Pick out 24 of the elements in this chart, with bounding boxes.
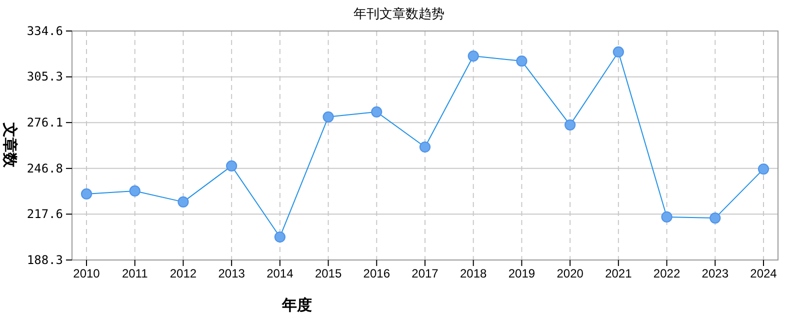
x-tick-label: 2010 <box>73 266 100 281</box>
x-tick-label: 2017 <box>412 266 439 281</box>
y-tick-label: 217.6 <box>26 206 63 221</box>
x-tick-label: 2018 <box>460 266 488 281</box>
x-tick-label: 2023 <box>702 266 729 281</box>
x-tick-label: 2016 <box>363 266 390 281</box>
y-tick-label: 246.8 <box>26 161 63 176</box>
x-tick-label: 2020 <box>556 266 584 281</box>
y-tick-label: 334.6 <box>26 24 63 38</box>
y-tick-label: 305.3 <box>26 70 63 84</box>
x-tick-label: 2021 <box>605 266 632 281</box>
chart-title: 年刊文章数趋势 <box>354 7 444 22</box>
y-axis-title: 文章数 <box>1 122 19 168</box>
x-tick-label: 2011 <box>122 266 148 281</box>
y-tick-label: 188.3 <box>26 252 63 267</box>
x-tick-label: 2012 <box>170 266 197 281</box>
x-tick-label: 2014 <box>266 266 294 281</box>
x-tick-label: 2015 <box>314 266 342 281</box>
x-axis-title: 年度 <box>281 296 312 314</box>
x-tick-label: 2019 <box>508 266 536 281</box>
x-tick-label: 2024 <box>750 266 778 281</box>
x-tick-label: 2022 <box>653 266 680 281</box>
x-tick-label: 2013 <box>218 266 246 281</box>
y-tick-label: 276.1 <box>26 115 63 130</box>
